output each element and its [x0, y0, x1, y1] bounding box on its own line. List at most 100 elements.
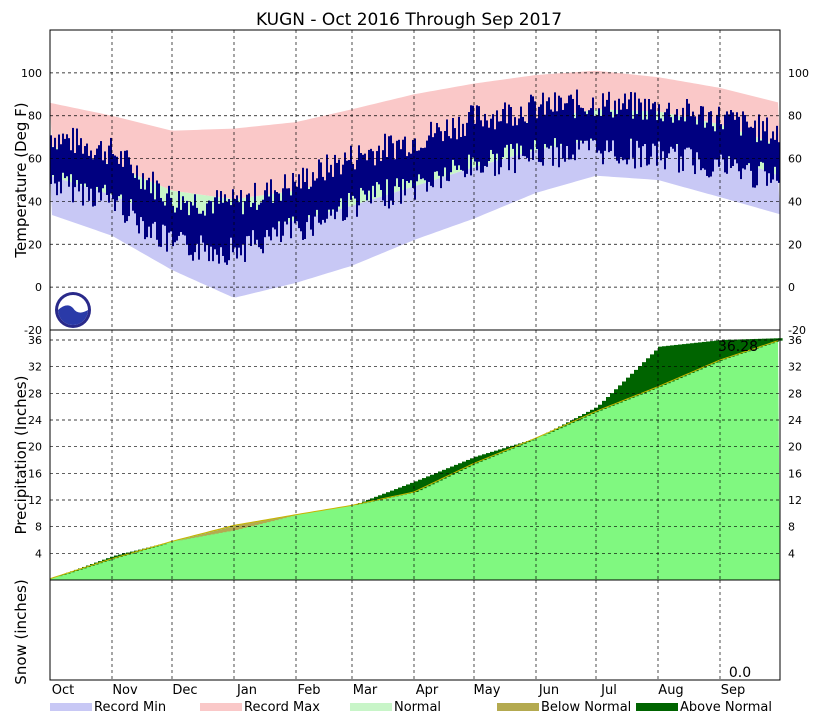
above-normal-bar — [662, 346, 667, 385]
above-normal-bar — [670, 345, 675, 381]
observed-temp-bar — [322, 177, 324, 220]
observed-temp-bar — [630, 92, 632, 139]
observed-temp-bar — [114, 156, 116, 211]
precip-tick-left: 28 — [28, 387, 42, 400]
observed-temp-bar — [310, 187, 312, 230]
observed-temp-bar — [772, 131, 774, 179]
observed-temp-bar — [134, 178, 136, 213]
month-label: Jun — [538, 683, 559, 698]
observed-temp-bar — [690, 116, 692, 149]
observed-temp-bar — [54, 138, 56, 184]
observed-temp-bar — [146, 180, 148, 237]
observed-temp-bar — [312, 172, 314, 236]
observed-temp-bar — [650, 109, 652, 156]
observed-temp-bar — [546, 101, 548, 147]
observed-temp-bar — [344, 152, 346, 219]
precip-tick-left: 8 — [35, 521, 42, 534]
observed-temp-bar — [540, 104, 542, 162]
observed-temp-bar — [188, 215, 190, 255]
month-label: Jul — [600, 683, 617, 698]
observed-temp-bar — [768, 144, 770, 174]
above-normal-bar — [618, 385, 623, 402]
above-normal-bar — [646, 358, 651, 391]
legend-swatch — [200, 703, 242, 711]
observed-temp-bar — [642, 120, 644, 146]
legend-swatch — [50, 703, 92, 711]
observed-temp-bar — [452, 118, 454, 160]
observed-temp-bar — [610, 112, 612, 151]
observed-temp-bar — [498, 121, 500, 174]
observed-temp-bar — [708, 112, 710, 177]
observed-temp-bar — [282, 188, 284, 235]
observed-temp-bar — [676, 109, 678, 144]
observed-temp-bar — [350, 146, 352, 200]
below-normal-bar — [258, 521, 263, 524]
observed-temp-bar — [628, 99, 630, 159]
observed-temp-bar — [490, 119, 492, 150]
observed-temp-bar — [574, 118, 576, 160]
observed-temp-bar — [508, 105, 510, 171]
observed-temp-bar — [84, 146, 86, 183]
observed-temp-bar — [372, 151, 374, 186]
observed-temp-bar — [90, 151, 92, 189]
above-normal-bar — [626, 378, 631, 400]
above-normal-bar — [706, 342, 711, 367]
observed-temp-bar — [320, 162, 322, 224]
temp-tick-right: 100 — [788, 67, 809, 80]
observed-temp-bar — [392, 143, 394, 205]
observed-temp-bar — [530, 95, 532, 150]
observed-temp-bar — [302, 168, 304, 240]
observed-temp-bar — [270, 179, 272, 240]
month-label: Sep — [721, 683, 746, 698]
observed-temp-bar — [572, 99, 574, 155]
observed-temp-bar — [246, 195, 248, 237]
observed-temp-bar — [230, 205, 232, 238]
observed-temp-bar — [268, 196, 270, 236]
observed-temp-bar — [640, 102, 642, 167]
observed-temp-bar — [308, 189, 310, 215]
observed-temp-bar — [528, 102, 530, 161]
observed-temp-bar — [478, 106, 480, 162]
observed-temp-bar — [342, 165, 344, 221]
observed-temp-bar — [398, 140, 400, 187]
observed-temp-bar — [74, 153, 76, 187]
observed-temp-bar — [554, 92, 556, 138]
observed-temp-bar — [632, 119, 634, 158]
observed-temp-bar — [526, 123, 528, 158]
above-normal-bar — [674, 345, 679, 380]
observed-temp-bar — [262, 200, 264, 254]
observed-temp-bar — [186, 201, 188, 245]
observed-temp-bar — [390, 135, 392, 200]
observed-temp-bar — [168, 186, 170, 233]
observed-temp-bar — [104, 151, 106, 184]
observed-temp-bar — [388, 136, 390, 208]
observed-temp-bar — [500, 121, 502, 167]
observed-temp-bar — [406, 156, 408, 181]
observed-temp-bar — [300, 188, 302, 231]
observed-temp-bar — [144, 190, 146, 240]
observed-temp-bar — [602, 93, 604, 164]
observed-temp-bar — [506, 123, 508, 145]
observed-temp-bar — [738, 117, 740, 171]
observed-temp-bar — [96, 149, 98, 187]
observed-temp-bar — [126, 150, 128, 221]
observed-temp-bar — [460, 137, 462, 170]
observed-temp-bar — [496, 110, 498, 153]
observed-temp-bar — [328, 172, 330, 209]
observed-temp-bar — [400, 149, 402, 204]
observed-temp-bar — [136, 165, 138, 225]
observed-temp-bar — [100, 141, 102, 200]
observed-temp-bar — [430, 122, 432, 186]
observed-temp-bar — [420, 148, 422, 179]
observed-temp-bar — [538, 107, 540, 162]
temp-tick-right: 0 — [788, 281, 795, 294]
precip-tick-left: 20 — [28, 441, 42, 454]
observed-temp-bar — [108, 146, 110, 203]
month-label: Oct — [52, 683, 74, 698]
below-normal-bar — [202, 534, 207, 536]
observed-temp-bar — [62, 134, 64, 173]
observed-temp-bar — [578, 105, 580, 149]
observed-temp-bar — [622, 103, 624, 160]
chart-title: KUGN - Oct 2016 Through Sep 2017 — [256, 10, 562, 30]
